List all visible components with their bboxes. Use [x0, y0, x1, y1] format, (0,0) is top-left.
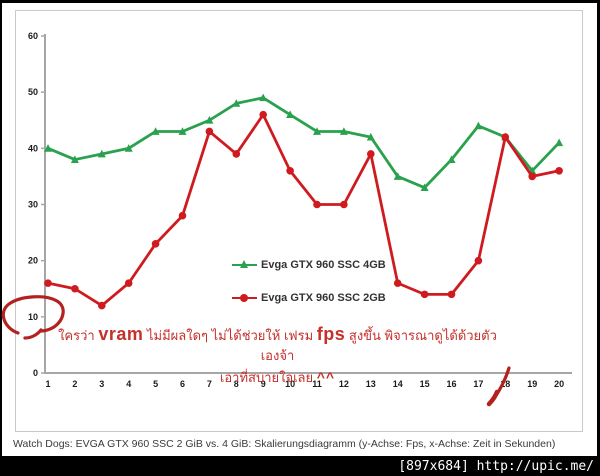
x-tick-label: 20 [554, 379, 564, 389]
annotation-line-2: เอาที่สบายใจเลย ^^ [50, 367, 505, 388]
data-point-triangle [339, 127, 348, 135]
x-tick-label: 11 [312, 379, 322, 389]
annotation-part3: สูงขึ้น พิจารณาดูได้ด้วยตัวเองจ้า [260, 328, 497, 363]
x-tick-label: 7 [207, 379, 212, 389]
legend-item-4gb: Evga GTX 960 SSC 4GB [232, 258, 386, 271]
data-point-triangle [205, 116, 214, 124]
annotation-part2: ไม่มีผลใดๆ ไม่ได้ช่วยให้ เฟรม [143, 328, 317, 343]
data-point-triangle [259, 93, 268, 102]
x-tick-label: 3 [99, 379, 104, 389]
y-tick-label: 0 [33, 368, 38, 378]
x-tick-label: 5 [153, 379, 158, 389]
data-point-triangle [474, 121, 483, 130]
data-point-triangle [313, 127, 321, 135]
annotation-line-1: ใครว่า vram ไม่มีผลใดๆ ไม่ได้ช่วยให้ เฟร… [50, 324, 505, 366]
data-point-circle [528, 172, 536, 181]
data-point-circle [259, 110, 268, 119]
data-point-circle [447, 290, 456, 299]
data-point-circle [124, 279, 133, 287]
data-point-circle [151, 240, 160, 248]
x-tick-label: 4 [126, 379, 131, 389]
x-tick-label: 8 [234, 379, 239, 389]
watermark-text: [897x684] http://upic.me/ [398, 459, 594, 474]
data-point-circle [367, 150, 375, 158]
legend-marker-4gb-icon [232, 259, 257, 270]
y-axis-ticks: 0 10 20 30 40 50 60 [28, 31, 46, 378]
caption: Watch Dogs: EVGA GTX 960 SSC 2 GiB vs. 4… [13, 438, 556, 450]
data-point-triangle [97, 149, 106, 158]
data-point-circle [178, 211, 187, 220]
x-tick-label: 13 [366, 379, 376, 389]
data-point-triangle [366, 132, 375, 141]
annotation-line2-text: เอาที่สบายใจเลย [219, 370, 317, 385]
data-point-circle [555, 167, 563, 175]
data-point-triangle [124, 144, 133, 152]
y-tick-label: 40 [28, 143, 38, 153]
data-point-triangle [393, 172, 402, 180]
legend-triangle-4gb-icon [240, 260, 248, 268]
data-point-circle [313, 200, 321, 209]
hand-drawn-check-tip-icon [486, 389, 500, 407]
annotation-text: ใครว่า vram ไม่มีผลใดๆ ไม่ได้ช่วยให้ เฟร… [50, 324, 505, 388]
data-point-circle [501, 133, 510, 141]
x-tick-label: 6 [180, 379, 185, 389]
data-point-circle [340, 200, 348, 209]
x-tick-label: 19 [527, 379, 537, 389]
y-tick-label: 30 [28, 200, 38, 210]
data-point-triangle [178, 127, 187, 135]
chart-legend: Evga GTX 960 SSC 4GB Evga GTX 960 SSC 2G… [232, 258, 386, 324]
watermark-bar: [897x684] http://upic.me/ [0, 456, 600, 476]
series-4gb [44, 93, 564, 192]
data-point-triangle [232, 99, 241, 107]
annotation-emote: ^^ [316, 369, 336, 385]
data-point-circle [232, 150, 241, 158]
x-tick-label: 1 [45, 379, 50, 389]
x-axis-labels: 1 2 3 4 5 6 7 8 9 10 11 12 13 14 15 16 17 18 19 20 [45, 379, 564, 389]
x-tick-label: 14 [393, 379, 403, 389]
data-point-circle [44, 279, 52, 287]
x-tick-label: 9 [261, 379, 266, 389]
data-point-triangle [70, 155, 79, 163]
legend-label-2gb: Evga GTX 960 SSC 2GB [261, 291, 386, 304]
data-point-triangle [286, 110, 295, 119]
hand-drawn-circle-icon [1, 295, 65, 335]
hand-drawn-marks [1, 295, 511, 407]
y-tick-label: 10 [28, 312, 38, 322]
hand-drawn-circle-tail-icon [23, 328, 43, 340]
x-tick-label: 17 [473, 379, 483, 389]
data-point-triangle [555, 138, 564, 147]
legend-label-4gb: Evga GTX 960 SSC 4GB [261, 258, 386, 271]
data-point-circle [393, 279, 402, 287]
legend-item-2gb: Evga GTX 960 SSC 2GB [232, 291, 386, 304]
series-2gb [44, 110, 563, 310]
data-point-triangle [420, 183, 429, 192]
data-point-circle [420, 290, 429, 299]
data-point-triangle [447, 155, 456, 163]
x-tick-label: 18 [500, 379, 510, 389]
annotation-fps: fps [316, 324, 346, 344]
x-tick-label: 15 [420, 379, 430, 389]
annotation-vram: vram [98, 324, 144, 344]
y-tick-label: 60 [28, 31, 38, 41]
legend-circle-2gb-icon [240, 293, 248, 302]
data-point-circle [71, 284, 79, 293]
y-tick-label: 20 [28, 256, 38, 266]
y-tick-label: 50 [28, 87, 38, 97]
x-tick-label: 10 [285, 379, 295, 389]
data-point-circle [474, 256, 483, 265]
x-tick-label: 16 [446, 379, 456, 389]
x-tick-label: 2 [72, 379, 77, 389]
data-point-circle [98, 301, 106, 310]
x-tick-label: 12 [339, 379, 349, 389]
data-point-circle [286, 167, 294, 175]
annotation-part1: ใครว่า [58, 328, 99, 343]
legend-marker-2gb-icon [232, 292, 257, 303]
data-point-circle [205, 127, 214, 136]
data-point-triangle [151, 127, 160, 135]
data-point-triangle [44, 144, 52, 152]
